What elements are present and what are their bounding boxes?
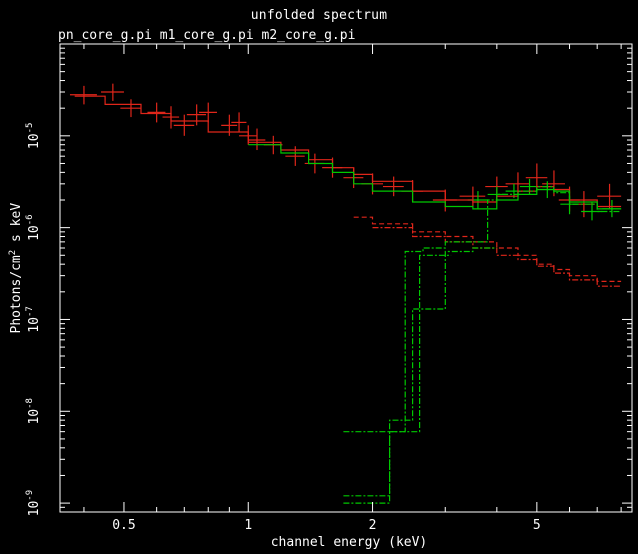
y-tick-label: 10-5 [25,123,42,150]
chart-subtitle: pn_core_g.pi m1_core_g.pi m2_core_g.pi [58,28,356,43]
y-tick-label: 10-7 [25,306,42,333]
model-step-line-8 [343,254,452,497]
chart-title: unfolded spectrum [250,8,388,23]
y-tick-label: 10-9 [25,490,42,517]
y-axis-label: Photons/cm2 s keV [7,202,25,334]
model-step-line-3 [248,144,622,210]
model-step-line-6 [343,186,622,433]
model-step-line-5 [372,227,622,287]
x-tick-label: 0.5 [112,518,135,533]
x-tick-label: 5 [533,518,541,533]
model-step-line-4 [353,216,622,282]
y-tick-label: 10-8 [25,398,42,425]
x-tick-label: 1 [244,518,252,533]
x-axis-label: channel energy (keV) [270,535,428,550]
y-tick-label: 10-6 [25,214,42,241]
x-tick-label: 2 [369,518,377,533]
series-group [69,83,622,504]
data-layer [69,83,622,504]
axis-layer: 0.5 1 2 5 10-5 10-6 10-7 10-8 10-9 [25,43,633,533]
plot-frame [59,43,633,513]
